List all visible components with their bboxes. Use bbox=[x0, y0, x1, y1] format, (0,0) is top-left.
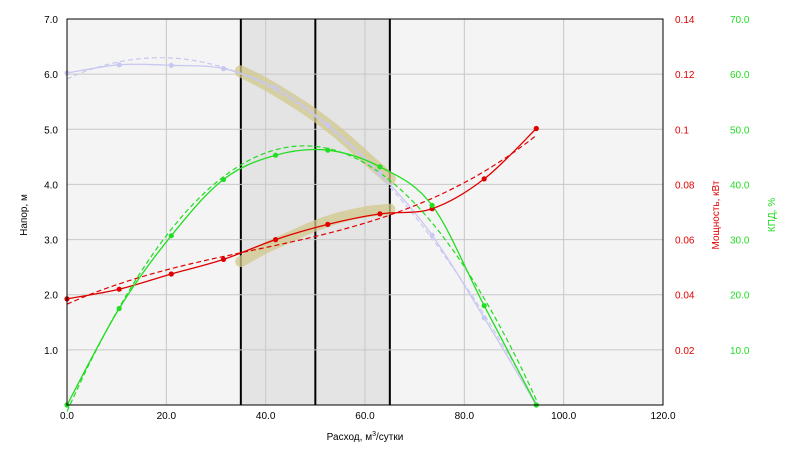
power-point bbox=[273, 237, 279, 243]
efficiency-point bbox=[377, 164, 383, 170]
y-tick-label-power: 0.06 bbox=[675, 236, 695, 247]
y-tick-label-power: 0.1 bbox=[675, 125, 689, 136]
x-axis-label: Расход, м3/сутки bbox=[327, 431, 404, 443]
head-point bbox=[429, 232, 435, 238]
y-tick-label-head: 3.0 bbox=[44, 236, 58, 247]
efficiency-point bbox=[116, 305, 122, 312]
efficiency-point bbox=[168, 233, 174, 239]
y-axis-label-efficiency: КПД, % bbox=[767, 198, 778, 232]
efficiency-curve bbox=[66, 148, 537, 406]
x-tick-label: 100.0 bbox=[551, 411, 576, 422]
efficiency-point bbox=[429, 202, 435, 208]
efficiency-fit-line bbox=[66, 145, 537, 412]
head-fit-line bbox=[66, 57, 537, 405]
power-point bbox=[481, 176, 487, 182]
y-tick-label-power: 0.08 bbox=[675, 180, 695, 191]
axis-labels: Расход, м3/сутки Напор, м Мощность, кВт … bbox=[19, 180, 778, 443]
y-axis-label-head: Напор, м bbox=[19, 194, 30, 236]
y-tick-label-efficiency: 60.0 bbox=[730, 70, 750, 81]
x-tick-label: 80.0 bbox=[455, 411, 475, 422]
efficiency-point bbox=[481, 303, 487, 309]
y-tick-label-head: 6.0 bbox=[44, 70, 58, 81]
series-markers bbox=[64, 62, 539, 408]
head-point bbox=[481, 315, 487, 321]
axes: 0.0 20.0 40.0 60.0 80.0 100.0 120.01.02.03.04.… bbox=[44, 15, 750, 422]
series-lines bbox=[66, 57, 537, 412]
x-tick-label: 0.0 bbox=[60, 411, 74, 422]
power-curve bbox=[66, 128, 537, 300]
x-tick-label: 40.0 bbox=[256, 411, 276, 422]
power-point bbox=[168, 271, 174, 277]
power-band bbox=[235, 203, 396, 268]
power-point bbox=[377, 211, 383, 217]
x-tick-label: 20.0 bbox=[157, 411, 177, 422]
x-tick-label: 120.0 bbox=[650, 411, 675, 422]
y-tick-label-efficiency: 30.0 bbox=[730, 236, 750, 247]
head-point bbox=[168, 62, 174, 68]
power-point bbox=[116, 286, 122, 292]
plot-frame bbox=[66, 18, 664, 406]
y-tick-label-head: 5.0 bbox=[44, 125, 58, 136]
power-point bbox=[220, 256, 227, 262]
efficiency-point bbox=[325, 147, 331, 153]
power-point bbox=[325, 221, 331, 227]
y-tick-label-power: 0.14 bbox=[675, 15, 695, 26]
y-tick-label-efficiency: 50.0 bbox=[730, 125, 750, 136]
y-tick-label-efficiency: 10.0 bbox=[730, 346, 750, 357]
head-point bbox=[377, 170, 383, 176]
head-curve bbox=[66, 63, 537, 406]
head-point bbox=[220, 66, 227, 72]
power-point bbox=[533, 125, 539, 132]
y-tick-label-efficiency: 40.0 bbox=[730, 180, 750, 191]
x-tick-label: 60.0 bbox=[355, 411, 375, 422]
y-tick-label-power: 0.12 bbox=[675, 70, 695, 81]
head-point bbox=[325, 122, 331, 128]
y-tick-label-head: 2.0 bbox=[44, 291, 58, 302]
y-tick-label-head: 4.0 bbox=[44, 180, 58, 191]
y-tick-label-head: 1.0 bbox=[44, 346, 58, 357]
y-tick-label-efficiency: 20.0 bbox=[730, 291, 750, 302]
efficiency-point bbox=[220, 176, 227, 183]
efficiency-point bbox=[273, 152, 279, 158]
head-point bbox=[116, 62, 122, 68]
y-tick-label-power: 0.02 bbox=[675, 346, 695, 357]
y-axis-label-power: Мощность, кВт bbox=[711, 180, 722, 249]
y-tick-label-power: 0.04 bbox=[675, 291, 695, 302]
head-point bbox=[273, 85, 279, 91]
power-fit-line bbox=[66, 134, 537, 305]
y-tick-label-head: 7.0 bbox=[44, 15, 58, 26]
y-tick-label-efficiency: 70.0 bbox=[730, 15, 750, 26]
